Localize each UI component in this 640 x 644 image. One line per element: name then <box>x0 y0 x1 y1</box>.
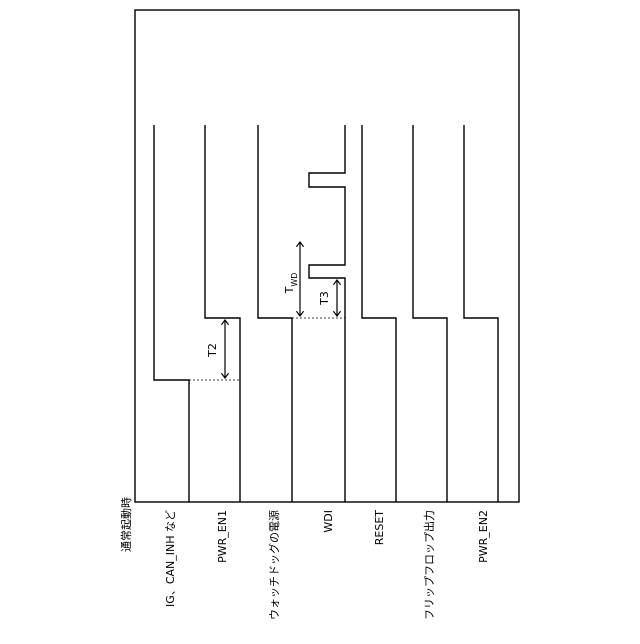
signal-label: RESET <box>373 510 386 546</box>
t2-label: T2 <box>206 343 219 358</box>
timing-diagram: T2 TWD T3 通常起動時 IG、CAN_INH など PWR_EN1 ウォッチ… <box>0 0 640 640</box>
signal-label: PWR_EN2 <box>477 510 490 563</box>
waveform <box>464 125 498 502</box>
frame <box>135 10 519 502</box>
waveform <box>154 125 189 502</box>
signal-label: フリップフロップ出力 <box>422 510 436 620</box>
waveform <box>309 125 345 502</box>
signal-label: PWR_EN1 <box>216 510 229 563</box>
t3-label: T3 <box>318 291 331 306</box>
twd-sub: WD <box>290 273 299 287</box>
twd-label: TWD <box>283 273 299 295</box>
waveform <box>362 125 396 502</box>
waveform <box>413 125 447 502</box>
signal-label: ウォッチドッグの電源 <box>267 510 281 620</box>
signal-label: WDI <box>322 510 335 533</box>
condition-label: 通常起動時 <box>119 497 133 552</box>
signal-label: IG、CAN_INH など <box>164 510 177 607</box>
signal-labels: IG、CAN_INH など PWR_EN1 ウォッチドッグの電源 WDI RESET フリ… <box>164 510 490 620</box>
waveform <box>258 125 292 502</box>
waveform <box>205 125 240 502</box>
